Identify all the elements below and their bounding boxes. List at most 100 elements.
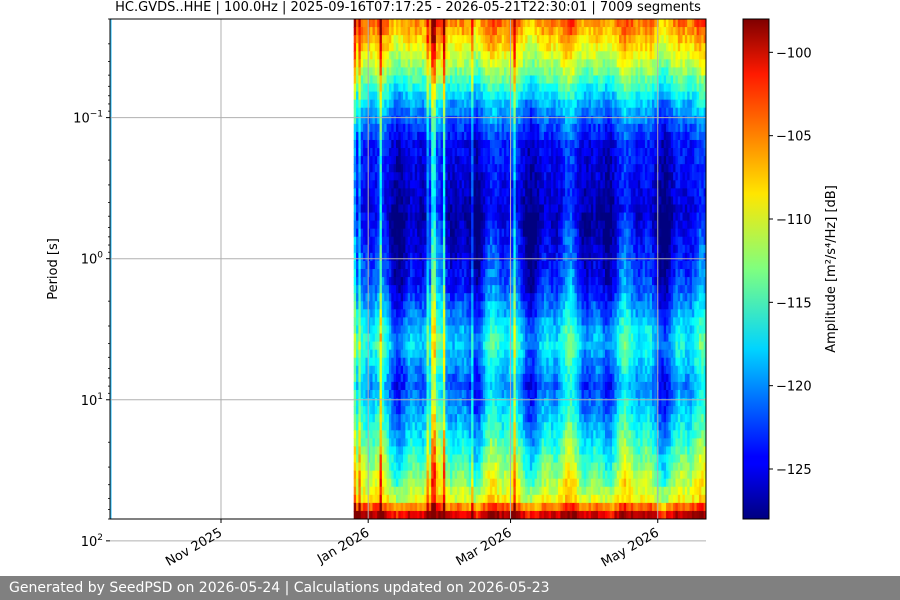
heatmap-cell <box>527 236 531 246</box>
heatmap-cell <box>447 164 451 173</box>
heatmap-cell <box>367 414 371 423</box>
heatmap-cell <box>492 91 496 101</box>
heatmap-cell <box>536 478 540 488</box>
heatmap-cell <box>478 59 482 68</box>
heatmap-cell <box>525 462 529 472</box>
heatmap-cell <box>379 148 383 157</box>
heatmap-cell <box>363 446 367 456</box>
heatmap-cell <box>487 349 491 359</box>
heatmap-cell <box>424 462 428 472</box>
heatmap-cell <box>471 422 475 431</box>
heatmap-cell <box>370 107 374 117</box>
heatmap-cell <box>499 494 503 504</box>
heatmap-cell <box>388 148 392 157</box>
heatmap-cell <box>536 438 540 448</box>
heatmap-cell <box>466 494 470 504</box>
heatmap-cell <box>466 398 470 407</box>
heatmap-cell <box>506 252 510 262</box>
heatmap-cell <box>356 91 360 101</box>
heatmap-cell <box>386 35 390 44</box>
heatmap-cell <box>520 462 524 472</box>
heatmap-cell <box>515 285 519 294</box>
heatmap-cell <box>424 381 428 391</box>
heatmap-cell <box>520 454 524 464</box>
heatmap-cell <box>506 180 510 189</box>
heatmap-cell <box>487 301 491 310</box>
heatmap-cell <box>398 107 402 117</box>
heatmap-cell <box>536 123 540 133</box>
heatmap-cell <box>374 470 378 480</box>
heatmap-cell <box>435 204 439 214</box>
heatmap-cell <box>363 454 367 464</box>
heatmap-column <box>417 19 421 519</box>
heatmap-cell <box>459 156 463 165</box>
heatmap-cell <box>358 43 362 52</box>
heatmap-cell <box>412 244 416 254</box>
heatmap-cell <box>445 75 449 85</box>
heatmap-cell <box>506 414 510 423</box>
heatmap-cell <box>534 389 538 399</box>
heatmap-cell <box>388 91 392 101</box>
heatmap-cell <box>513 422 517 431</box>
heatmap-cell <box>414 446 418 456</box>
heatmap-cell <box>496 107 500 117</box>
heatmap-cell <box>367 333 371 343</box>
heatmap-cell <box>489 269 493 278</box>
heatmap-cell <box>520 91 524 101</box>
heatmap-cell <box>534 301 538 310</box>
heatmap-cell <box>374 115 378 125</box>
heatmap-cell <box>403 35 406 44</box>
heatmap-cell <box>372 75 376 85</box>
heatmap-cell <box>457 236 460 246</box>
heatmap-cell <box>356 51 360 60</box>
heatmap-cell <box>506 212 510 222</box>
heatmap-cell <box>403 293 406 302</box>
heatmap-cell <box>459 180 463 189</box>
heatmap-cell <box>534 204 538 214</box>
heatmap-cell <box>435 317 439 327</box>
heatmap-cell <box>504 131 507 141</box>
heatmap-cell <box>372 99 376 109</box>
heatmap-cell <box>412 220 416 230</box>
heatmap-cell <box>381 422 385 431</box>
heatmap-cell <box>431 333 435 343</box>
heatmap-cell <box>419 438 423 448</box>
heatmap-cell <box>464 502 468 512</box>
heatmap-cell <box>370 406 374 415</box>
heatmap-cell <box>499 462 503 472</box>
heatmap-cell <box>405 446 409 456</box>
heatmap-cell <box>393 301 397 310</box>
heatmap-cell <box>480 27 484 36</box>
heatmap-cell <box>496 204 500 214</box>
heatmap-cell <box>461 357 465 367</box>
heatmap-cell <box>358 228 362 238</box>
heatmap-cell <box>447 414 451 423</box>
heatmap-cell <box>379 510 383 519</box>
heatmap-column <box>440 19 444 519</box>
heatmap-cell <box>426 99 430 109</box>
heatmap-cell <box>511 91 515 101</box>
heatmap-cell <box>400 180 404 189</box>
heatmap-cell <box>461 139 465 149</box>
heatmap-cell <box>494 462 498 472</box>
heatmap-cell <box>452 349 456 359</box>
heatmap-cell <box>400 462 404 472</box>
heatmap-cell <box>360 212 364 222</box>
heatmap-cell <box>480 172 484 181</box>
heatmap-cell <box>410 438 414 448</box>
heatmap-cell <box>445 373 449 383</box>
heatmap-cell <box>442 373 446 383</box>
heatmap-cell <box>395 406 399 415</box>
heatmap-cell <box>358 75 362 85</box>
heatmap-column <box>492 19 496 519</box>
heatmap-cell <box>414 148 418 157</box>
heatmap-cell <box>405 212 409 222</box>
heatmap-cell <box>459 212 463 222</box>
heatmap-cell <box>438 220 442 230</box>
heatmap-cell <box>377 293 381 302</box>
heatmap-cell <box>522 510 526 519</box>
heatmap-cell <box>475 180 479 189</box>
heatmap-cell <box>424 357 428 367</box>
heatmap-cell <box>414 27 418 36</box>
heatmap-cell <box>466 454 470 464</box>
